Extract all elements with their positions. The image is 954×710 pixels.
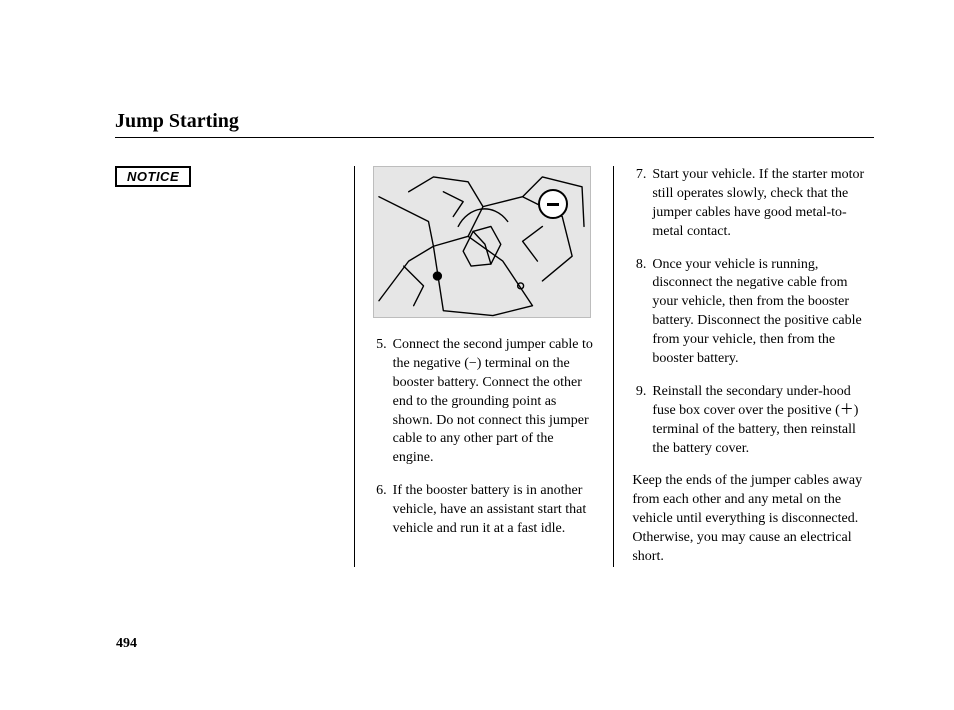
title-row: Jump Starting (115, 110, 874, 138)
step-6: 6. If the booster battery is in another … (373, 482, 596, 539)
column-1: NOTICE (115, 166, 355, 567)
step-text: Once your vehicle is running, disconnect… (652, 256, 874, 369)
step-8: 8. Once your vehicle is running, disconn… (632, 256, 874, 369)
step-number: 7. (632, 166, 652, 242)
page-title: Jump Starting (115, 110, 874, 133)
columns: NOTICE (115, 166, 874, 567)
step-number: 5. (373, 336, 393, 468)
step-number: 8. (632, 256, 652, 369)
step-text: Start your vehicle. If the starter motor… (652, 166, 874, 242)
step-text: Connect the second jumper cable to the n… (393, 336, 596, 468)
manual-page: Jump Starting NOTICE (0, 0, 954, 710)
step-text: Reinstall the secondary under-hood fuse … (652, 383, 874, 459)
minus-icon (538, 189, 568, 219)
column-2: 5. Connect the second jumper cable to th… (355, 166, 615, 567)
column-3: 7. Start your vehicle. If the starter mo… (614, 166, 874, 567)
page-number: 494 (116, 636, 137, 652)
step-text: If the booster battery is in another veh… (393, 482, 596, 539)
notice-badge: NOTICE (115, 166, 191, 187)
step-7: 7. Start your vehicle. If the starter mo… (632, 166, 874, 242)
step-number: 9. (632, 383, 652, 459)
closing-paragraph: Keep the ends of the jumper cables away … (632, 472, 874, 566)
step-9: 9. Reinstall the secondary under-hood fu… (632, 383, 874, 459)
step-5: 5. Connect the second jumper cable to th… (373, 336, 596, 468)
grounding-point-illustration (373, 166, 591, 318)
step-number: 6. (373, 482, 393, 539)
